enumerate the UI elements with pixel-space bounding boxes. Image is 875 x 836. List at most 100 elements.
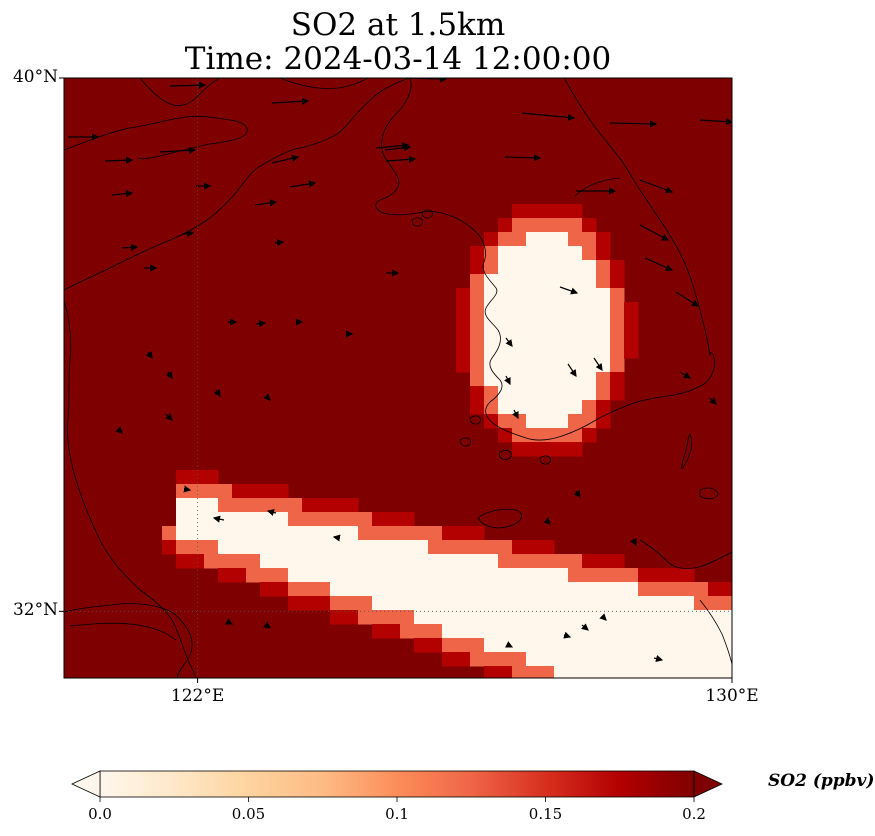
so2-cell xyxy=(554,582,569,597)
lon-tick-label: 122°E xyxy=(170,686,225,706)
so2-cell xyxy=(582,414,597,429)
so2-cell xyxy=(484,260,499,275)
so2-cell xyxy=(260,554,275,569)
so2-cell xyxy=(568,246,583,261)
so2-cell xyxy=(442,568,457,583)
so2-cell xyxy=(708,652,723,667)
so2-cell xyxy=(554,246,569,261)
so2-cell xyxy=(470,302,485,317)
so2-cell xyxy=(470,260,485,275)
so2-cell xyxy=(470,246,485,261)
so2-cell xyxy=(400,624,415,639)
so2-cell xyxy=(652,624,667,639)
so2-cell xyxy=(470,596,485,611)
so2-cell xyxy=(610,358,625,373)
so2-cell xyxy=(624,638,639,653)
so2-cell xyxy=(456,582,471,597)
so2-cell xyxy=(344,540,359,555)
so2-cell xyxy=(610,624,625,639)
so2-cell xyxy=(512,386,527,401)
so2-cell xyxy=(232,512,247,527)
so2-cell xyxy=(470,344,485,359)
wind-arrow xyxy=(254,199,278,207)
so2-cell xyxy=(232,554,247,569)
so2-cell xyxy=(372,582,387,597)
so2-cell xyxy=(540,274,555,289)
wind-arrow xyxy=(332,534,341,542)
so2-cell xyxy=(414,526,429,541)
so2-cell xyxy=(498,232,513,247)
so2-cell xyxy=(624,652,639,667)
so2-cell xyxy=(190,526,205,541)
so2-cell xyxy=(204,554,219,569)
so2-cell xyxy=(638,638,653,653)
so2-cell xyxy=(582,316,597,331)
so2-cell xyxy=(456,568,471,583)
so2-cell xyxy=(582,260,597,275)
so2-cell xyxy=(400,568,415,583)
wind-arrow xyxy=(111,190,134,198)
so2-cell xyxy=(456,302,471,317)
so2-cell xyxy=(442,582,457,597)
wind-arrow xyxy=(212,515,225,523)
so2-cell xyxy=(540,344,555,359)
wind-arrow xyxy=(263,393,271,401)
so2-cell xyxy=(722,582,732,597)
so2-cell xyxy=(274,484,289,499)
so2-cell xyxy=(484,386,499,401)
so2-cell xyxy=(526,554,541,569)
colorbar-tick-label: 0.0 xyxy=(88,805,112,823)
so2-cell xyxy=(596,582,611,597)
so2-cell xyxy=(582,638,597,653)
so2-cell xyxy=(582,666,597,678)
so2-cell xyxy=(288,498,303,513)
so2-cell xyxy=(708,666,723,678)
so2-cell xyxy=(456,624,471,639)
so2-cell xyxy=(498,358,513,373)
so2-cell xyxy=(568,204,583,219)
so2-cell xyxy=(176,484,191,499)
so2-cell xyxy=(596,568,611,583)
so2-cell xyxy=(456,330,471,345)
so2-cell xyxy=(624,596,639,611)
so2-cell xyxy=(596,246,611,261)
so2-cell xyxy=(582,610,597,625)
so2-cell xyxy=(638,652,653,667)
so2-cell xyxy=(316,568,331,583)
so2-cell xyxy=(470,386,485,401)
so2-cell xyxy=(722,624,732,639)
so2-cell xyxy=(400,582,415,597)
so2-cell xyxy=(302,596,317,611)
so2-cell xyxy=(190,484,205,499)
so2-cell xyxy=(372,540,387,555)
so2-cell xyxy=(582,568,597,583)
so2-cell xyxy=(596,554,611,569)
so2-cell xyxy=(274,540,289,555)
so2-cell xyxy=(512,288,527,303)
so2-cell xyxy=(554,232,569,247)
so2-cell xyxy=(568,554,583,569)
colorbar-tick-marks xyxy=(99,797,695,802)
so2-cell xyxy=(512,218,527,233)
so2-cell xyxy=(330,512,345,527)
so2-cell xyxy=(330,568,345,583)
so2-cell xyxy=(694,624,709,639)
so2-cell xyxy=(582,246,597,261)
so2-cell xyxy=(316,596,331,611)
so2-cell xyxy=(176,498,191,513)
so2-cell xyxy=(274,498,289,513)
so2-cell xyxy=(596,610,611,625)
so2-cell xyxy=(498,540,513,555)
so2-cell xyxy=(652,596,667,611)
wind-vectors xyxy=(68,78,732,663)
so2-cell xyxy=(540,260,555,275)
so2-cell xyxy=(246,512,261,527)
so2-cell xyxy=(568,428,583,443)
so2-cell xyxy=(358,610,373,625)
so2-cell xyxy=(540,442,555,457)
so2-cell xyxy=(512,330,527,345)
so2-cell xyxy=(582,428,597,443)
so2-cell xyxy=(582,330,597,345)
so2-cell xyxy=(358,596,373,611)
